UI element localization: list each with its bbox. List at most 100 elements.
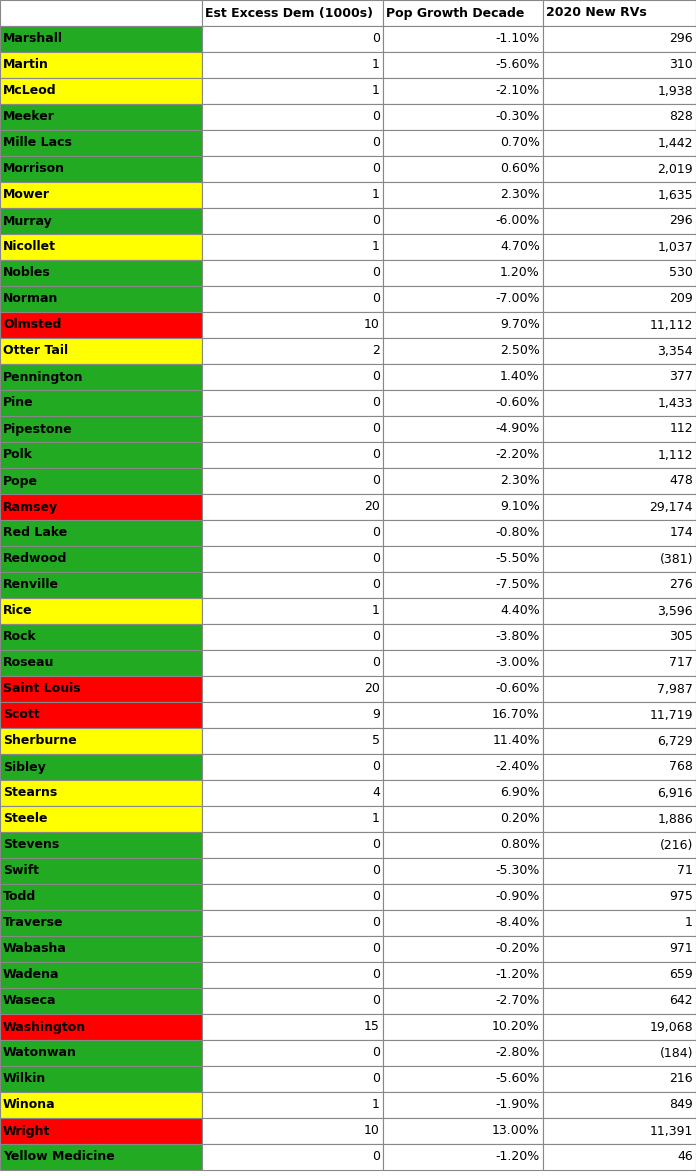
Bar xyxy=(202,131,383,156)
Text: -0.20%: -0.20% xyxy=(496,942,540,955)
Text: Est Excess Dem (1000s): Est Excess Dem (1000s) xyxy=(205,7,373,20)
Text: Nobles: Nobles xyxy=(3,267,51,280)
Text: Wright: Wright xyxy=(3,1124,50,1137)
Bar xyxy=(0,26,202,52)
Bar xyxy=(0,312,202,338)
Text: 849: 849 xyxy=(670,1098,693,1111)
Text: McLeod: McLeod xyxy=(3,85,56,98)
Text: 0: 0 xyxy=(372,553,380,566)
Bar xyxy=(383,365,543,390)
Text: 16.70%: 16.70% xyxy=(492,708,540,722)
Bar xyxy=(543,754,696,780)
Bar xyxy=(202,390,383,416)
Bar xyxy=(383,156,543,182)
Bar xyxy=(202,546,383,572)
Text: 0: 0 xyxy=(372,33,380,46)
Text: 2.30%: 2.30% xyxy=(500,188,540,201)
Text: Stearns: Stearns xyxy=(3,787,57,800)
Text: 9: 9 xyxy=(372,708,380,722)
Text: Nicollet: Nicollet xyxy=(3,241,56,254)
Text: Meeker: Meeker xyxy=(3,111,55,123)
Text: 6.90%: 6.90% xyxy=(500,787,540,800)
Bar xyxy=(0,858,202,884)
Bar xyxy=(202,624,383,650)
Bar xyxy=(0,754,202,780)
Bar xyxy=(543,1065,696,1093)
Bar xyxy=(202,962,383,988)
Bar xyxy=(543,338,696,365)
Bar xyxy=(383,1093,543,1118)
Bar xyxy=(543,1118,696,1144)
Text: -0.60%: -0.60% xyxy=(496,682,540,695)
Bar xyxy=(0,442,202,468)
Text: Traverse: Traverse xyxy=(3,916,63,929)
Text: 768: 768 xyxy=(669,761,693,774)
Bar xyxy=(0,676,202,702)
Text: 174: 174 xyxy=(670,527,693,540)
Text: Mille Lacs: Mille Lacs xyxy=(3,136,72,149)
Text: 0: 0 xyxy=(372,527,380,540)
Bar xyxy=(383,546,543,572)
Text: Stevens: Stevens xyxy=(3,838,59,851)
Text: 20: 20 xyxy=(364,682,380,695)
Bar xyxy=(543,520,696,546)
Text: 7,987: 7,987 xyxy=(657,682,693,695)
Bar xyxy=(0,1014,202,1040)
Bar xyxy=(0,806,202,831)
Bar xyxy=(202,599,383,624)
Text: Waseca: Waseca xyxy=(3,995,56,1008)
Text: 0: 0 xyxy=(372,293,380,306)
Text: 717: 717 xyxy=(669,656,693,669)
Bar xyxy=(543,365,696,390)
Bar xyxy=(383,910,543,936)
Bar xyxy=(0,831,202,858)
Bar xyxy=(383,624,543,650)
Bar xyxy=(383,1118,543,1144)
Bar xyxy=(383,572,543,599)
Bar xyxy=(0,936,202,962)
Bar xyxy=(543,728,696,754)
Bar xyxy=(383,103,543,131)
Bar xyxy=(383,416,543,442)
Bar xyxy=(0,962,202,988)
Bar xyxy=(202,910,383,936)
Bar xyxy=(543,0,696,26)
Text: Norman: Norman xyxy=(3,293,58,306)
Bar xyxy=(383,260,543,286)
Bar xyxy=(202,650,383,676)
Bar xyxy=(0,78,202,103)
Text: 11,391: 11,391 xyxy=(649,1124,693,1137)
Text: -1.10%: -1.10% xyxy=(496,33,540,46)
Bar xyxy=(383,338,543,365)
Text: 2.30%: 2.30% xyxy=(500,474,540,488)
Bar xyxy=(543,962,696,988)
Text: Todd: Todd xyxy=(3,890,36,903)
Text: 10: 10 xyxy=(364,319,380,332)
Text: Murray: Murray xyxy=(3,214,53,227)
Text: -2.20%: -2.20% xyxy=(496,448,540,461)
Text: 0: 0 xyxy=(372,1150,380,1163)
Text: 0: 0 xyxy=(372,995,380,1008)
Bar xyxy=(0,286,202,312)
Bar xyxy=(383,1144,543,1170)
Bar xyxy=(0,1118,202,1144)
Bar xyxy=(383,676,543,702)
Bar xyxy=(543,312,696,338)
Bar xyxy=(543,52,696,78)
Bar xyxy=(543,442,696,468)
Text: 0.70%: 0.70% xyxy=(500,136,540,149)
Bar xyxy=(202,442,383,468)
Text: -2.70%: -2.70% xyxy=(496,995,540,1008)
Bar xyxy=(0,338,202,365)
Text: 1.20%: 1.20% xyxy=(500,267,540,280)
Bar xyxy=(202,78,383,103)
Bar xyxy=(0,599,202,624)
Bar xyxy=(383,131,543,156)
Text: 0: 0 xyxy=(372,267,380,280)
Bar xyxy=(543,78,696,103)
Text: 530: 530 xyxy=(669,267,693,280)
Bar xyxy=(383,599,543,624)
Text: 216: 216 xyxy=(670,1073,693,1085)
Bar xyxy=(0,131,202,156)
Bar xyxy=(202,468,383,494)
